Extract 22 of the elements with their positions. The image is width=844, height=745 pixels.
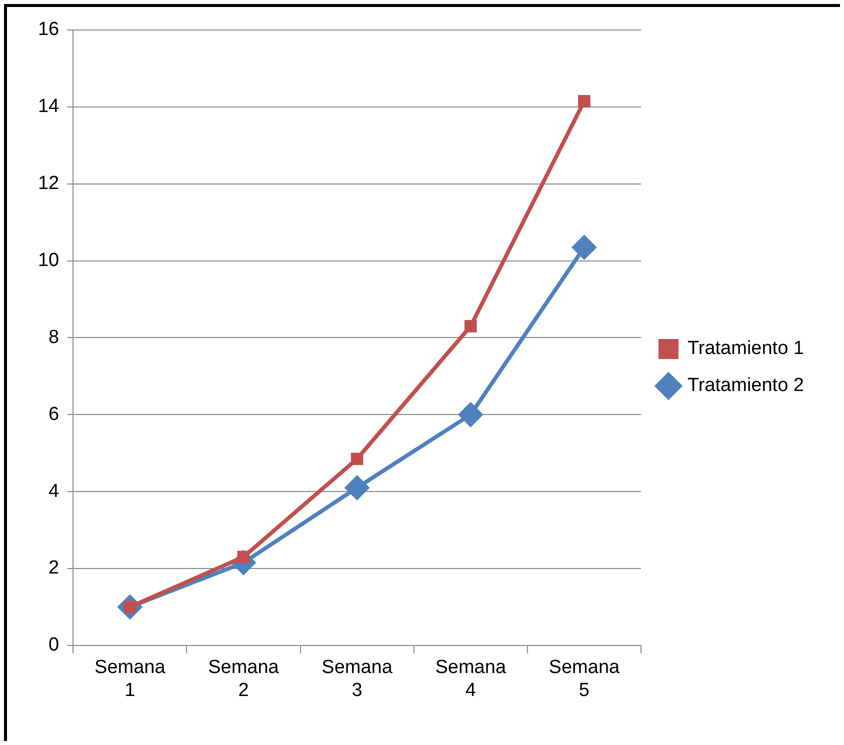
point: [464, 320, 477, 332]
point: [350, 452, 364, 466]
y-tick-label: 10: [38, 250, 60, 272]
legend-label: Tratamiento 2: [687, 375, 804, 396]
legend-label: Tratamiento 1: [687, 338, 804, 360]
point: [578, 95, 590, 108]
x-tick-label: Semana 3: [322, 657, 393, 701]
point: [344, 475, 370, 500]
y-tick-label: 8: [48, 326, 60, 348]
x-tick-label: Semana 4: [435, 657, 506, 701]
y-tick-label: 4: [48, 480, 60, 502]
y-tick-label: 12: [38, 173, 60, 194]
point: [458, 402, 484, 428]
y-tick-label: 6: [48, 404, 60, 425]
y-tick-label: 16: [38, 19, 60, 40]
y-tick-label: 2: [48, 558, 60, 579]
x-tick-label: Semana 1: [94, 657, 166, 701]
x-tick-label: Semana 5: [548, 657, 620, 701]
point: [572, 234, 597, 260]
y-tick-label: 14: [38, 96, 60, 118]
y-tick-label: 0: [48, 634, 60, 656]
x-tick-label: Semana 2: [208, 657, 280, 701]
